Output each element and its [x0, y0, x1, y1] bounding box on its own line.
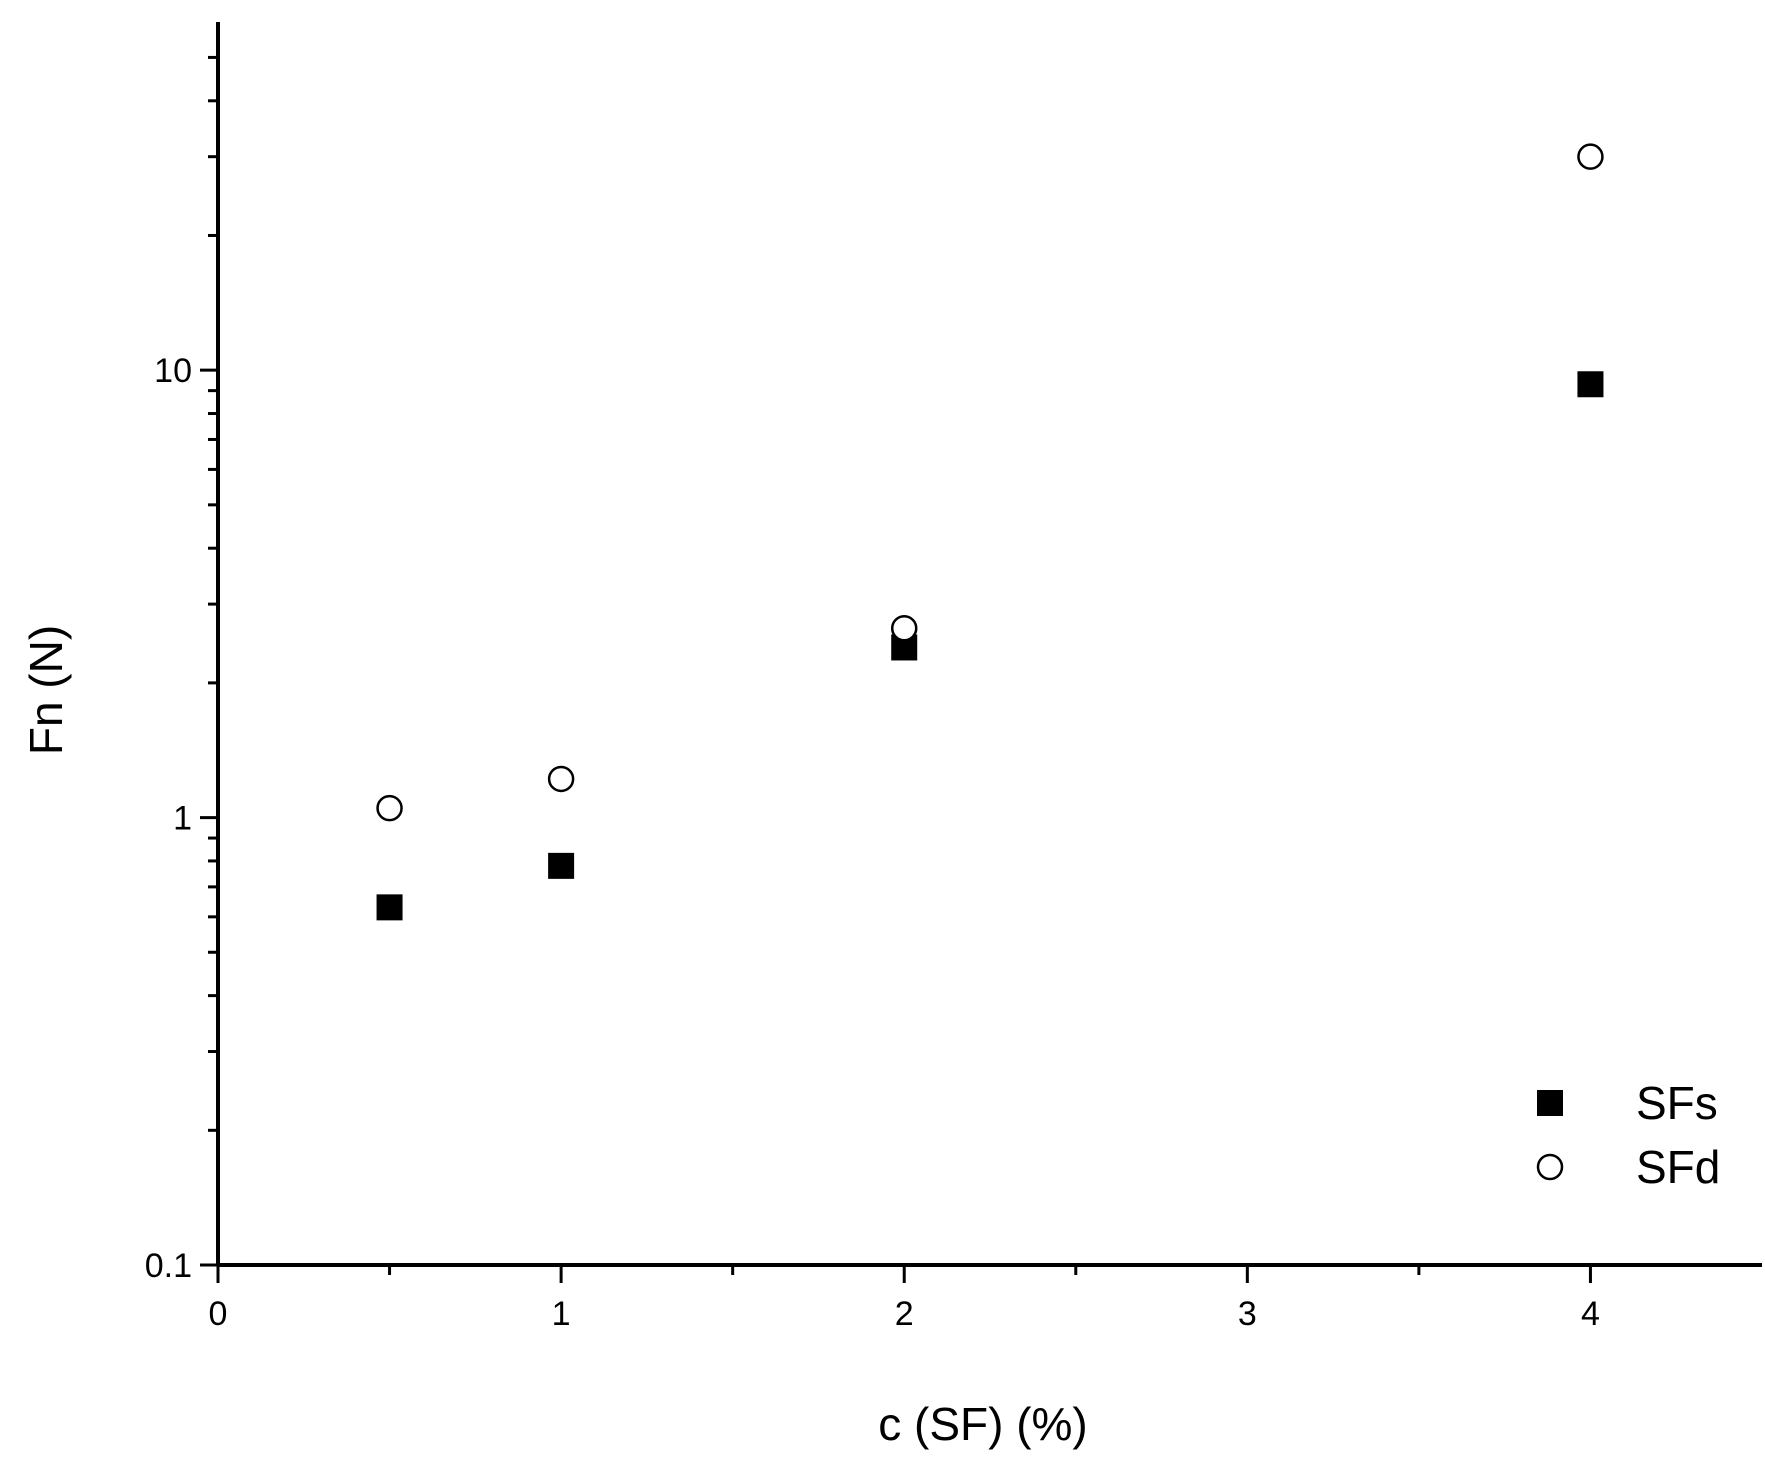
data-point-sfs	[376, 894, 403, 921]
data-point-sfs	[1577, 371, 1604, 398]
data-points	[376, 143, 1604, 921]
axes	[216, 22, 1762, 1267]
legend: SFs SFd	[1536, 1077, 1720, 1193]
legend-marker-sfd	[1536, 1153, 1564, 1181]
y-tick-label: 1	[173, 800, 192, 838]
x-tick-label: 0	[209, 1295, 228, 1333]
data-point-sfs	[548, 852, 575, 879]
series-sfs	[376, 371, 1604, 921]
y-axis-title: Fn (N)	[20, 625, 72, 755]
series-sfd	[376, 143, 1604, 822]
x-tick-label: 1	[552, 1295, 571, 1333]
legend-label-sfs: SFs	[1636, 1077, 1718, 1129]
data-point-sfd	[547, 765, 575, 793]
x-tick-label: 4	[1581, 1295, 1600, 1333]
x-axis-title: c (SF) (%)	[878, 1398, 1088, 1450]
data-point-sfd	[1577, 143, 1604, 170]
axis-ticks: 0 1 2 3 4 0.1 1 10	[145, 55, 1600, 1333]
y-tick-label: 0.1	[145, 1247, 192, 1285]
legend-marker-sfs	[1537, 1090, 1563, 1116]
legend-label-sfd: SFd	[1636, 1141, 1720, 1193]
data-point-sfd	[890, 614, 918, 642]
data-point-sfd	[376, 794, 403, 822]
y-tick-label: 10	[154, 352, 192, 390]
x-tick-label: 2	[895, 1295, 914, 1333]
x-tick-label: 3	[1238, 1295, 1257, 1333]
